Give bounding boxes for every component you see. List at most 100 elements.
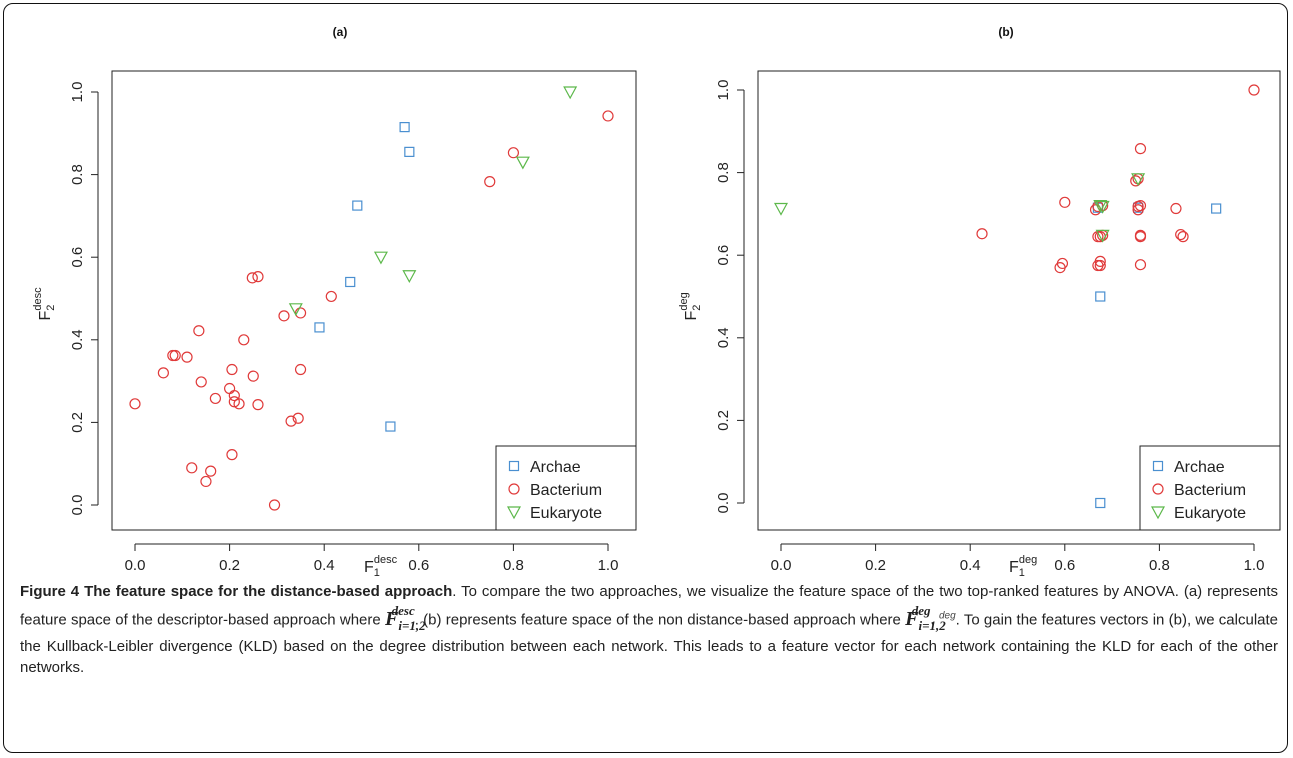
archae-point (385, 421, 396, 432)
y-tick-label: 1.0 (69, 82, 86, 103)
math-1-base: F (385, 607, 399, 630)
bacterium-point (238, 334, 250, 346)
legend-marker-archae (508, 460, 520, 472)
legend-label: Archae (530, 459, 581, 476)
archae-point (1211, 203, 1222, 214)
bacterium-point (193, 325, 205, 337)
y-tick-label: 0.2 (715, 410, 732, 431)
eukaryote-point (402, 270, 417, 284)
archae-point (1095, 497, 1106, 509)
y-tick-label: 0.0 (715, 493, 732, 514)
bacterium-point (1054, 261, 1066, 274)
legend-label: Eukaryote (1174, 505, 1246, 522)
caption-text-3: . To gain the features vectors in (b), w… (20, 611, 1279, 676)
math-1-sup: desc (391, 603, 415, 618)
figure-caption: Figure 4 The feature space for the dista… (20, 581, 1278, 678)
y-tick-label: 0.8 (69, 164, 86, 185)
y-tick-label: 0.4 (69, 329, 86, 350)
x-axis-label-base: F (1009, 559, 1019, 576)
y-tick-label: 0.6 (715, 245, 732, 266)
y-axis-label-base: F (37, 311, 54, 321)
y-tick-label: 0.8 (715, 162, 732, 183)
x-tick-label: 0.6 (1054, 557, 1075, 574)
archae-point (399, 122, 410, 133)
bacterium-point (1134, 229, 1147, 241)
x-tick-label: 0.2 (865, 557, 886, 574)
archae-point (314, 322, 325, 333)
bacterium-point (976, 228, 988, 240)
y-tick-label: 0.0 (69, 495, 86, 516)
y-tick-label: 0.6 (69, 247, 86, 268)
bacterium-point (484, 176, 496, 188)
bacterium-point (1134, 259, 1147, 271)
eukaryote-point (1095, 200, 1110, 214)
caption-math-1: Fi=1,2desc (385, 603, 426, 633)
panel-label: (a) (333, 25, 348, 39)
series-archae (314, 122, 415, 432)
bacterium-point (167, 349, 179, 362)
x-axis-label: F1desc (364, 554, 398, 579)
legend-label: Bacterium (1174, 482, 1246, 499)
figure-plots: (a) 0.0 0.2 0.4 0.6 0.8 1.0 0.0 0.2 0.4 0.6 0.8 1.0 F… (32, 25, 1281, 579)
y-tick-label: 1.0 (715, 80, 732, 101)
bacterium-point (169, 349, 181, 362)
bacterium-point (1094, 259, 1106, 272)
x-axis-label-sub: 1 (374, 567, 380, 579)
bacterium-point (602, 110, 614, 122)
bacterium-point (292, 412, 304, 424)
bacterium-point (226, 363, 238, 376)
figure-frame (3, 3, 1288, 753)
y-axis-label-sup: deg (678, 292, 690, 310)
bacterium-point (186, 462, 198, 474)
bacterium-point (294, 363, 307, 376)
archae-point (345, 276, 356, 288)
bacterium-point (1059, 196, 1071, 208)
x-tick-label: 0.4 (314, 557, 335, 574)
x-tick-label: 1.0 (598, 557, 619, 574)
math-2-sub: i=1,2 (918, 617, 946, 633)
plot-frame (757, 70, 1281, 531)
math-2-sup: deg (911, 603, 931, 618)
x-axis-label-sup: deg (1019, 554, 1037, 566)
x-tick-label: 0.0 (125, 557, 146, 574)
x-axis-label-sub: 1 (1019, 567, 1025, 579)
eukaryote-point (288, 303, 303, 317)
bacterium-point (247, 370, 259, 382)
bacterium-point (1248, 84, 1260, 96)
y-axis-label-sub: 2 (45, 305, 57, 311)
y-tick-label: 0.2 (69, 412, 86, 433)
panel-label: (b) (998, 25, 1013, 39)
y-axis-label-sub: 2 (691, 305, 703, 311)
legend-marker-bacterium (508, 483, 520, 495)
legend-marker-eukaryote (506, 506, 522, 520)
series-bacterium (976, 84, 1260, 274)
x-axis-label-sup: desc (374, 554, 398, 566)
x-tick-label: 0.0 (771, 557, 792, 574)
bacterium-point (157, 367, 169, 379)
y-axis-label: F2desc (32, 287, 57, 321)
caption-title: Figure 4 The feature space for the dista… (20, 583, 453, 600)
y-axis-label: F2deg (678, 292, 703, 320)
eukaryote-point (373, 251, 388, 265)
bacterium-point (233, 398, 245, 410)
eukaryote-point (773, 202, 789, 216)
math-1-sub: i=1,2 (398, 617, 426, 633)
eukaryote-point (1093, 200, 1108, 213)
archae-point (1095, 291, 1106, 302)
bacterium-point (1132, 204, 1144, 216)
legend-label: Archae (1174, 459, 1225, 476)
legend-label: Bacterium (530, 482, 602, 499)
bacterium-point (1175, 228, 1187, 241)
bacterium-point (1134, 143, 1147, 155)
bacterium-point (181, 351, 193, 363)
legend-marker-archae (1152, 460, 1164, 472)
legend: Archae Bacterium Eukaryote (495, 445, 637, 531)
bacterium-point (278, 310, 290, 322)
bacterium-point (252, 271, 264, 283)
bacterium-point (252, 399, 264, 411)
eukaryote-point (1095, 229, 1110, 243)
bacterium-point (205, 465, 217, 477)
bacterium-point (209, 392, 222, 405)
bacterium-point (200, 475, 212, 488)
bacterium-point (224, 382, 236, 395)
